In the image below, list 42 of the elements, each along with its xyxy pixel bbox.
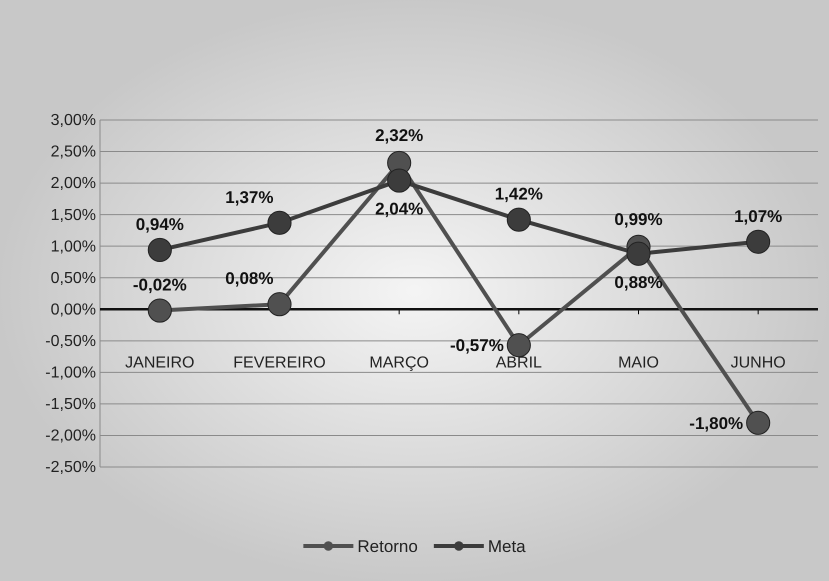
x-tick-label: JANEIRO (125, 354, 195, 372)
point (267, 210, 292, 235)
x-tick-label: MAIO (618, 354, 659, 372)
point (746, 410, 770, 435)
legend-label: Retorno (357, 537, 418, 556)
data-label: 0,08% (225, 269, 274, 288)
y-tick-label: 2,50% (50, 144, 96, 161)
x-tick-label: MARÇO (369, 354, 429, 372)
x-tick-label: FEVEREIRO (233, 354, 326, 372)
data-label: 1,07% (734, 206, 782, 226)
y-tick-label: -0,50% (45, 332, 96, 350)
data-label: 2,32% (375, 126, 424, 145)
legend-label: Meta (488, 537, 526, 556)
point (506, 333, 531, 358)
y-tick-label: 3,00% (50, 112, 96, 130)
data-label: 0,94% (136, 214, 184, 234)
data-label: 2,04% (375, 200, 424, 219)
point (267, 292, 292, 316)
x-tick-label: ABRIL (496, 354, 542, 372)
data-label: -0,57% (450, 336, 504, 356)
data-label: 1,37% (225, 188, 274, 207)
point (387, 168, 412, 193)
y-tick-label: 1,00% (50, 238, 96, 256)
y-tick-label: 1,50% (50, 206, 96, 224)
point (148, 238, 172, 262)
point (506, 208, 531, 232)
data-label: -0,02% (132, 276, 187, 295)
x-tick-label: JUNHO (730, 354, 786, 372)
y-tick-label: -1,50% (45, 396, 96, 414)
y-tick-label: -2,50% (45, 459, 96, 476)
point (626, 242, 651, 266)
y-tick-label: -1,00% (45, 364, 96, 382)
data-label: 1,42% (494, 184, 543, 204)
point (148, 298, 172, 323)
y-tick-label: 0,00% (50, 301, 96, 318)
y-tick-label: 0,50% (50, 270, 96, 287)
y-tick-label: -2,00% (45, 428, 96, 445)
data-label: -1,80% (689, 414, 744, 433)
y-tick-label: 2,00% (50, 175, 96, 192)
data-label: 0,88% (614, 272, 663, 292)
point (746, 230, 770, 254)
data-label: 0,99% (614, 210, 663, 229)
